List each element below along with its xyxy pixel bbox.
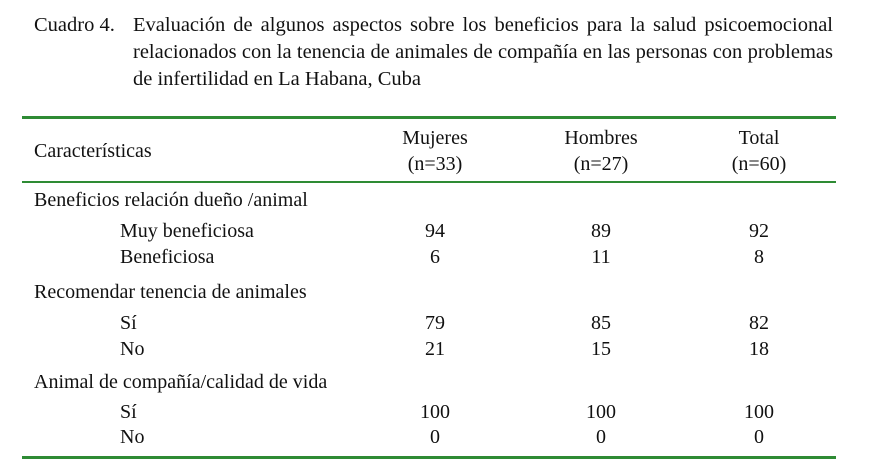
header-hombres-n: (n=27) (573, 153, 629, 175)
cell-value: 85 (591, 312, 611, 334)
table-bottom-rule (22, 456, 836, 459)
cell-value: 100 (744, 401, 774, 423)
cell-value: 0 (596, 426, 606, 448)
header-mujeres: Mujeres (402, 127, 468, 149)
row-label: No (120, 426, 145, 448)
header-hombres: Hombres (564, 127, 638, 149)
caption-label: Cuadro 4. (34, 14, 115, 36)
group-title-recomendar: Recomendar tenencia de animales (34, 281, 307, 303)
cell-value: 18 (749, 338, 769, 360)
cell-value: 11 (591, 246, 611, 268)
cell-value: 0 (430, 426, 440, 448)
group-title-beneficios: Beneficios relación dueño /animal (34, 189, 308, 211)
cell-value: 100 (420, 401, 450, 423)
cell-value: 0 (754, 426, 764, 448)
header-total-n: (n=60) (731, 153, 787, 175)
group-title-calidad-vida: Animal de compañía/calidad de vida (34, 371, 328, 393)
header-total: Total (738, 127, 780, 149)
cell-value: 92 (749, 220, 769, 242)
cell-value: 8 (754, 246, 764, 268)
cell-value: 82 (749, 312, 769, 334)
row-label: No (120, 338, 145, 360)
cell-value: 79 (425, 312, 445, 334)
cell-value: 15 (591, 338, 611, 360)
row-label: Muy beneficiosa (120, 220, 254, 242)
header-characteristics: Características (34, 140, 152, 162)
cell-value: 21 (425, 338, 445, 360)
row-label: Sí (120, 312, 137, 334)
caption-text: Evaluación de algunos aspectos sobre los… (133, 14, 833, 90)
row-label: Beneficiosa (120, 246, 215, 268)
cell-value: 6 (430, 246, 440, 268)
header-mujeres-n: (n=33) (407, 153, 463, 175)
table-header-rule (22, 181, 836, 183)
cell-value: 100 (586, 401, 616, 423)
cell-value: 94 (425, 220, 445, 242)
table-top-rule (22, 116, 836, 119)
cell-value: 89 (591, 220, 611, 242)
row-label: Sí (120, 401, 137, 423)
